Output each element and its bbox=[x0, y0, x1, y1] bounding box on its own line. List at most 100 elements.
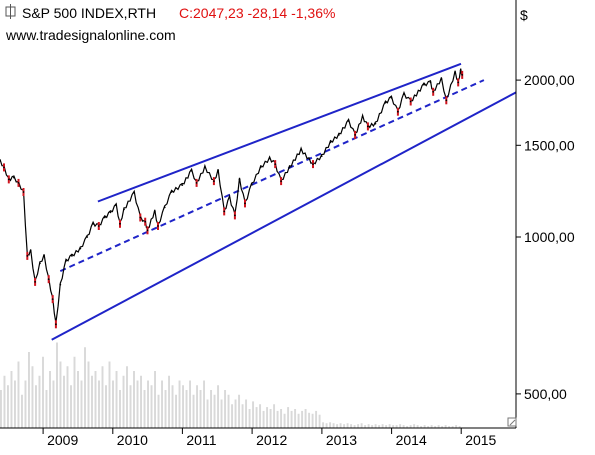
volume-bar bbox=[28, 352, 30, 428]
price-point bbox=[361, 116, 364, 118]
price-point bbox=[7, 178, 10, 181]
volume-bar bbox=[199, 390, 202, 428]
volume-bar bbox=[434, 426, 437, 428]
volume-bar bbox=[441, 426, 444, 428]
volume-bar bbox=[24, 380, 27, 428]
price-point bbox=[109, 211, 112, 214]
resize-grip-icon[interactable] bbox=[507, 417, 517, 427]
price-point bbox=[432, 90, 435, 93]
volume-bar bbox=[66, 366, 69, 428]
price-point bbox=[123, 208, 125, 211]
price-point bbox=[244, 202, 246, 205]
volume-bar bbox=[0, 390, 2, 428]
volume-bar bbox=[262, 410, 265, 428]
price-point bbox=[157, 225, 159, 227]
price-point bbox=[97, 225, 100, 227]
price-point bbox=[153, 210, 156, 213]
volume-bar bbox=[339, 423, 342, 428]
volume-bar bbox=[294, 409, 297, 428]
volume-bar bbox=[178, 380, 181, 428]
volume-bar bbox=[157, 394, 160, 428]
y-tick-label: 1500,00 bbox=[524, 137, 575, 153]
volume-bar bbox=[73, 356, 76, 428]
volume-bar bbox=[150, 385, 153, 428]
volume-bar bbox=[35, 385, 37, 428]
volume-bar bbox=[136, 380, 139, 428]
volume-bar bbox=[357, 424, 360, 428]
price-point bbox=[259, 166, 262, 169]
price-point bbox=[354, 134, 356, 136]
volume-bar bbox=[171, 385, 174, 428]
volume-bar bbox=[381, 424, 384, 428]
price-point bbox=[144, 220, 147, 223]
volume-bar bbox=[423, 425, 426, 428]
channel-lower-line[interactable] bbox=[51, 91, 517, 341]
price-point bbox=[26, 255, 29, 257]
volume-bar bbox=[343, 424, 346, 428]
volume-bar bbox=[402, 425, 405, 428]
price-point bbox=[445, 99, 448, 102]
price-point bbox=[181, 184, 184, 187]
price-point bbox=[39, 262, 41, 265]
price-point bbox=[454, 71, 456, 74]
volume-bar bbox=[3, 375, 6, 428]
volume-bar bbox=[147, 380, 149, 428]
volume-bar bbox=[52, 380, 55, 428]
price-point bbox=[461, 74, 464, 76]
volume-bar bbox=[255, 407, 258, 428]
price-point bbox=[459, 69, 462, 72]
volume-bar bbox=[409, 425, 412, 428]
x-tick-label: 2009 bbox=[47, 432, 78, 448]
channel-middle-line[interactable] bbox=[59, 79, 485, 273]
volume-bar bbox=[119, 390, 121, 428]
price-point bbox=[347, 120, 350, 122]
volume-bar bbox=[430, 425, 433, 428]
volume-bar bbox=[318, 414, 321, 428]
volume-bar bbox=[175, 394, 177, 428]
price-point bbox=[423, 83, 425, 86]
volume-bar bbox=[451, 426, 454, 428]
volume-bar bbox=[129, 385, 132, 428]
x-tick-label: 2012 bbox=[256, 432, 287, 448]
price-point bbox=[250, 183, 253, 186]
volume-bar bbox=[115, 371, 118, 428]
price-series-line[interactable] bbox=[0, 68, 463, 323]
volume-bar bbox=[238, 394, 241, 428]
volume-bar bbox=[350, 424, 353, 428]
volume-bar bbox=[77, 371, 79, 428]
price-point bbox=[300, 148, 302, 151]
volume-bar bbox=[332, 423, 335, 428]
volume-bar bbox=[427, 426, 430, 428]
x-tick-label: 2014 bbox=[396, 432, 427, 448]
volume-bar bbox=[63, 375, 65, 428]
price-point bbox=[13, 176, 15, 179]
volume-bar bbox=[273, 404, 276, 428]
volume-bar bbox=[308, 412, 311, 428]
volume-bar bbox=[444, 425, 447, 428]
price-point bbox=[133, 192, 136, 194]
volume-bar bbox=[455, 425, 458, 428]
volume-bar bbox=[192, 394, 195, 428]
volume-bar bbox=[98, 380, 100, 428]
price-point bbox=[320, 155, 323, 158]
volume-bar bbox=[276, 410, 279, 428]
channel-upper-line[interactable] bbox=[97, 62, 462, 203]
price-point bbox=[223, 210, 226, 213]
volume-bar bbox=[210, 390, 213, 428]
volume-bar bbox=[266, 407, 269, 428]
price-point bbox=[238, 178, 241, 181]
price-point bbox=[429, 81, 432, 84]
volume-bar bbox=[126, 366, 128, 428]
volume-bar bbox=[168, 375, 170, 428]
volume-bar bbox=[94, 371, 97, 428]
price-point bbox=[204, 166, 206, 169]
price-point bbox=[234, 214, 236, 217]
volume-bar bbox=[234, 399, 237, 428]
volume-bar bbox=[196, 385, 199, 428]
volume-bar bbox=[164, 390, 167, 428]
volume-bar bbox=[437, 425, 440, 428]
price-point bbox=[103, 216, 106, 219]
volume-bar bbox=[45, 390, 48, 428]
